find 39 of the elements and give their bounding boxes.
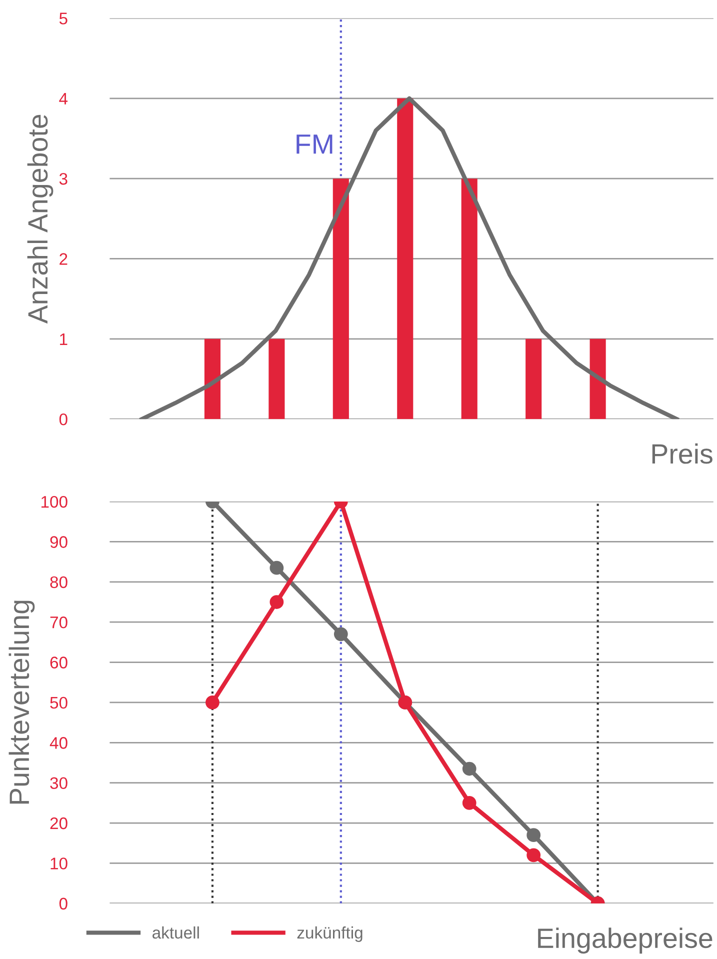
y-tick-label: 30 <box>50 777 68 790</box>
y-tick-label: 0 <box>59 413 68 426</box>
y-tick-label: 5 <box>59 12 68 24</box>
bar <box>526 338 542 420</box>
point <box>334 627 348 642</box>
bar <box>397 98 414 420</box>
point <box>526 828 541 842</box>
bar <box>590 338 606 420</box>
point <box>270 595 284 609</box>
y-tick-label: 40 <box>50 737 68 749</box>
legend-label: zukünftig <box>297 926 362 942</box>
bar <box>268 338 285 420</box>
y-axis-title: Punkteverteilung <box>8 600 35 804</box>
legend-label: aktuell <box>152 926 199 939</box>
bar <box>461 178 478 420</box>
y-tick-label: 1 <box>60 333 68 345</box>
x-axis-title: Eingabepreise <box>538 928 712 954</box>
point <box>462 796 476 810</box>
y-tick-label: 3 <box>59 172 68 185</box>
y-tick-label: 60 <box>50 656 68 668</box>
point <box>270 560 284 575</box>
y-tick-label: 4 <box>59 92 68 104</box>
bar <box>204 338 220 420</box>
y-axis-title: Anzahl Angebote <box>27 114 54 324</box>
annotation: FM <box>296 134 332 154</box>
point <box>206 696 220 710</box>
y-tick-label: 50 <box>50 696 68 709</box>
y-tick-label: 0 <box>59 898 68 910</box>
y-tick-label: 80 <box>50 576 68 588</box>
bar <box>332 178 349 420</box>
point <box>462 762 476 776</box>
point <box>526 848 541 862</box>
x-axis-title: Preis <box>652 443 712 464</box>
y-tick-label: 20 <box>50 817 68 830</box>
y-tick-label: 10 <box>50 858 68 870</box>
y-tick-label: 2 <box>60 253 68 265</box>
y-tick-label: 90 <box>50 536 68 548</box>
y-tick-label: 100 <box>42 496 68 508</box>
y-tick-label: 70 <box>50 616 68 628</box>
